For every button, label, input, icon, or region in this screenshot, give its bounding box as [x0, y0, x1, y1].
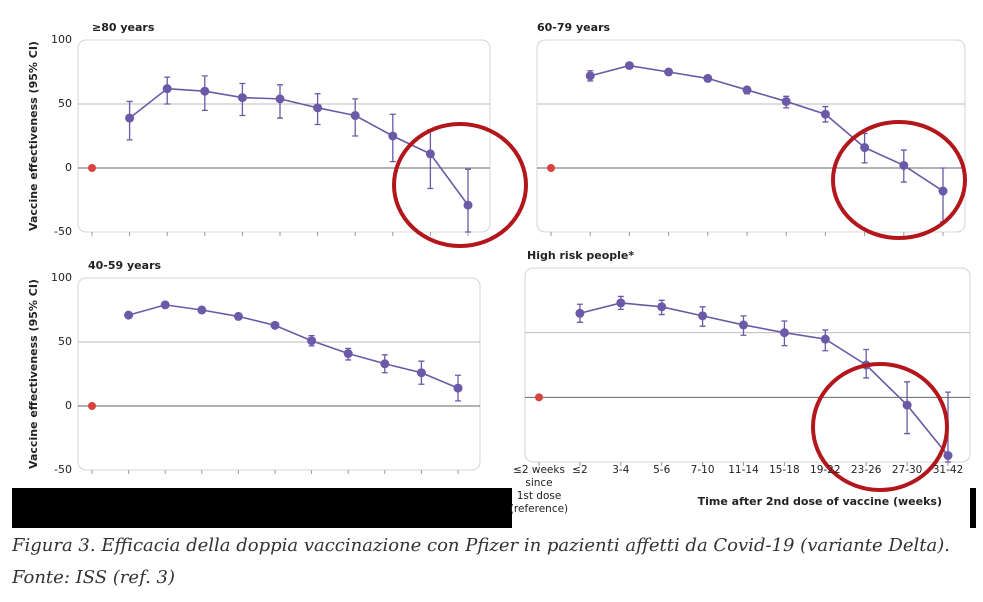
x-tick-label: 27-30: [891, 464, 923, 476]
point: [233, 311, 243, 321]
x-tick-label: ≤2 weeks since 1st dose (reference): [509, 464, 569, 515]
point: [943, 451, 953, 461]
x-tick-label: 15-18: [769, 464, 800, 476]
caption: Figura 3. Efficacia della doppia vaccina…: [12, 535, 950, 588]
x-tick-label: 7-10: [690, 464, 715, 476]
point: [270, 320, 280, 330]
point: [739, 320, 748, 330]
y-tick-label: 50: [58, 335, 72, 348]
y-axis-label: Vaccine effectiveness (95% CI): [27, 279, 40, 469]
point: [160, 300, 170, 310]
line: [579, 302, 949, 457]
panel-frame: [536, 39, 966, 233]
panel-title: 40-59 years: [88, 259, 161, 272]
point: [899, 160, 909, 170]
reference-point: [535, 393, 543, 402]
reference-point: [547, 164, 555, 172]
line: [128, 304, 459, 389]
x-tick-label: 3-4: [612, 464, 630, 476]
y-tick-label: -50: [54, 463, 72, 476]
x-tick-label: 11-14: [728, 464, 759, 476]
point: [657, 302, 667, 312]
highlight-circle: [392, 122, 528, 248]
reference-point: [88, 164, 96, 172]
point: [275, 94, 285, 104]
y-axis-label: Vaccine effectiveness (95% CI): [27, 41, 40, 231]
point: [938, 186, 948, 196]
highlight-circle: [811, 362, 949, 492]
point: [902, 400, 912, 410]
y-tick-label: 0: [65, 161, 72, 174]
point: [703, 73, 713, 83]
x-tick-label: 31-42: [932, 464, 964, 476]
panel-title: ≥80 years: [92, 21, 155, 34]
point: [453, 383, 463, 393]
point: [313, 103, 323, 113]
reference-point: [88, 402, 96, 410]
point: [624, 61, 634, 71]
point: [698, 311, 708, 321]
panel-frame: [524, 267, 971, 463]
y-tick-label: 0: [65, 399, 72, 412]
point: [343, 349, 353, 359]
y-tick-label: -50: [54, 225, 72, 238]
point: [664, 67, 674, 77]
point: [463, 200, 473, 210]
point: [779, 328, 789, 338]
x-axis-label: Time after 2nd dose of vaccine (weeks): [698, 495, 942, 508]
y-tick-label: 50: [58, 97, 72, 110]
point: [200, 86, 210, 96]
point: [742, 85, 752, 95]
y-tick-label: 100: [51, 271, 72, 284]
panel-title: 60-79 years: [537, 21, 610, 34]
point: [307, 336, 317, 346]
point: [388, 131, 398, 141]
point: [860, 143, 870, 153]
error-bar: [427, 128, 434, 190]
redaction-bar: [12, 488, 512, 528]
y-tick-label: 100: [51, 33, 72, 46]
x-tick-label: 5-6: [653, 464, 671, 476]
point: [124, 310, 134, 320]
x-tick-label: 19-22: [810, 464, 841, 476]
point: [820, 109, 830, 119]
point: [125, 113, 135, 123]
panel-frame: [77, 277, 481, 471]
point: [350, 111, 360, 121]
point: [616, 298, 626, 308]
x-tick-label: 23-26: [850, 464, 882, 476]
redaction-bar: [970, 488, 976, 528]
line: [129, 87, 469, 206]
point: [820, 334, 830, 344]
point: [575, 308, 585, 318]
point: [197, 305, 207, 315]
x-tick-label: ≤2: [572, 464, 588, 476]
line: [589, 64, 944, 192]
point: [380, 359, 390, 369]
point: [781, 96, 791, 106]
point: [425, 149, 435, 159]
point: [237, 93, 247, 103]
panel-title: High risk people*: [527, 249, 634, 262]
highlight-circle: [831, 120, 967, 240]
panel-frame: [77, 39, 491, 233]
point: [162, 84, 172, 94]
point: [585, 71, 595, 81]
point: [416, 368, 426, 378]
